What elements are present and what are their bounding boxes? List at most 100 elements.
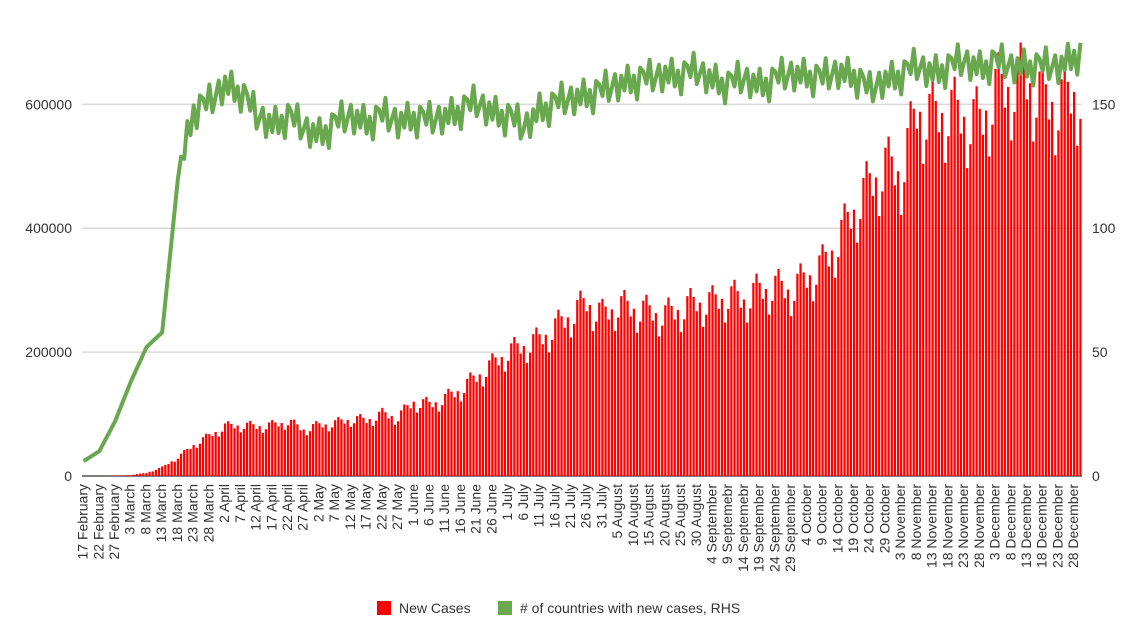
new-cases-bar — [264, 429, 268, 476]
x-tick-label: 22 April — [279, 484, 295, 531]
new-cases-bar — [859, 219, 862, 476]
new-cases-bar — [896, 171, 900, 477]
x-tick-label: 9 October — [814, 484, 830, 546]
new-cases-bar — [711, 285, 714, 476]
new-cases-bar — [406, 405, 409, 476]
legend-swatch-countries — [498, 601, 512, 615]
new-cases-bar — [267, 422, 271, 476]
x-tick-label: 27 May — [389, 484, 405, 530]
new-cases-bar — [1013, 111, 1016, 477]
new-cases-bar — [868, 173, 871, 476]
new-cases-bar — [422, 399, 425, 476]
new-cases-bar — [582, 298, 585, 476]
x-tick-label: 23 November — [955, 484, 971, 568]
new-cases-bar — [701, 326, 705, 476]
new-cases-bar — [261, 432, 264, 476]
x-tick-label: 30 August — [688, 484, 704, 546]
x-tick-label: 1 July — [499, 484, 515, 521]
new-cases-bar — [981, 134, 985, 476]
new-cases-bar — [198, 443, 202, 476]
x-tick-label: 3 March — [122, 484, 138, 535]
countries-line — [82, 41, 1083, 463]
new-cases-bar — [720, 298, 724, 476]
x-tick-label: 28 November — [971, 484, 987, 568]
new-cases-bar — [1063, 61, 1066, 476]
new-cases-bar — [233, 428, 236, 476]
new-cases-bar — [157, 467, 161, 476]
new-cases-bar — [154, 470, 158, 476]
x-tick-label: 21 June — [468, 484, 484, 534]
new-cases-bar — [173, 461, 176, 476]
x-tick-label: 15 August — [641, 484, 657, 546]
new-cases-bar — [387, 418, 390, 476]
new-cases-bar — [708, 292, 711, 476]
x-tick-label: 19 September — [751, 484, 767, 572]
new-cases-bar — [786, 289, 790, 476]
new-cases-bar — [991, 124, 994, 476]
new-cases-bar — [277, 426, 280, 476]
x-tick-label: 12 April — [248, 484, 264, 531]
new-cases-bars — [101, 42, 1082, 477]
new-cases-bar — [623, 289, 626, 476]
new-cases-bar — [830, 250, 834, 476]
new-cases-bar — [1079, 118, 1082, 476]
new-cases-bar — [714, 294, 717, 476]
new-cases-bar — [1016, 59, 1019, 477]
new-cases-bar — [252, 424, 255, 476]
x-tick-label: 16 June — [452, 484, 468, 534]
new-cases-bar — [928, 93, 931, 476]
new-cases-bar — [676, 309, 680, 476]
new-cases-bar — [478, 374, 481, 476]
new-cases-bar — [541, 344, 544, 476]
new-cases-bar — [780, 280, 783, 476]
new-cases-bar — [698, 302, 702, 476]
new-cases-bar — [988, 156, 991, 476]
new-cases-bar — [126, 475, 129, 476]
new-cases-bar — [1060, 79, 1063, 476]
new-cases-bar — [654, 313, 658, 476]
new-cases-bar — [343, 423, 346, 476]
new-cases-bar — [299, 430, 302, 476]
x-tick-label: 19 October — [845, 484, 861, 554]
new-cases-bar — [245, 422, 249, 476]
new-cases-bar — [937, 132, 941, 476]
x-tick-label: 6 June — [420, 484, 436, 526]
new-cases-bar — [805, 287, 808, 476]
new-cases-bar — [862, 177, 865, 476]
new-cases-bar — [767, 314, 771, 476]
left-tick-label: 200000 — [25, 344, 72, 360]
new-cases-bar — [934, 101, 937, 476]
x-tick-label: 17 February — [75, 484, 91, 559]
new-cases-bar — [563, 327, 566, 476]
new-cases-bar — [1019, 42, 1022, 476]
new-cases-bar — [903, 182, 906, 476]
x-tick-label: 25 August — [672, 484, 688, 546]
new-cases-bar — [176, 458, 180, 476]
new-cases-bar — [962, 116, 966, 476]
new-cases-bar — [745, 322, 749, 476]
new-cases-bar — [884, 147, 887, 476]
new-cases-bar — [557, 309, 560, 476]
new-cases-bar — [818, 255, 821, 476]
new-cases-bar — [384, 412, 387, 476]
new-cases-bar — [513, 337, 516, 476]
new-cases-bar — [1038, 71, 1041, 476]
x-tick-label: 11 July — [531, 484, 547, 527]
new-cases-bar — [205, 433, 208, 476]
new-cases-bar — [179, 453, 183, 476]
x-tick-label: 20 August — [656, 484, 672, 546]
new-cases-bar — [519, 353, 522, 476]
new-cases-bar — [966, 168, 969, 476]
new-cases-bar — [576, 300, 579, 476]
new-cases-bar — [1066, 81, 1069, 477]
x-tick-label: 4 October — [798, 484, 814, 546]
x-tick-label: 13 November — [924, 484, 940, 568]
new-cases-bar — [440, 405, 444, 476]
new-cases-bar — [651, 320, 654, 476]
new-cases-bar — [755, 273, 758, 476]
new-cases-bar — [912, 108, 915, 476]
new-cases-bar — [403, 404, 406, 476]
new-cases-bar — [1032, 141, 1035, 476]
new-cases-bar — [334, 420, 337, 476]
new-cases-bar — [673, 319, 676, 476]
